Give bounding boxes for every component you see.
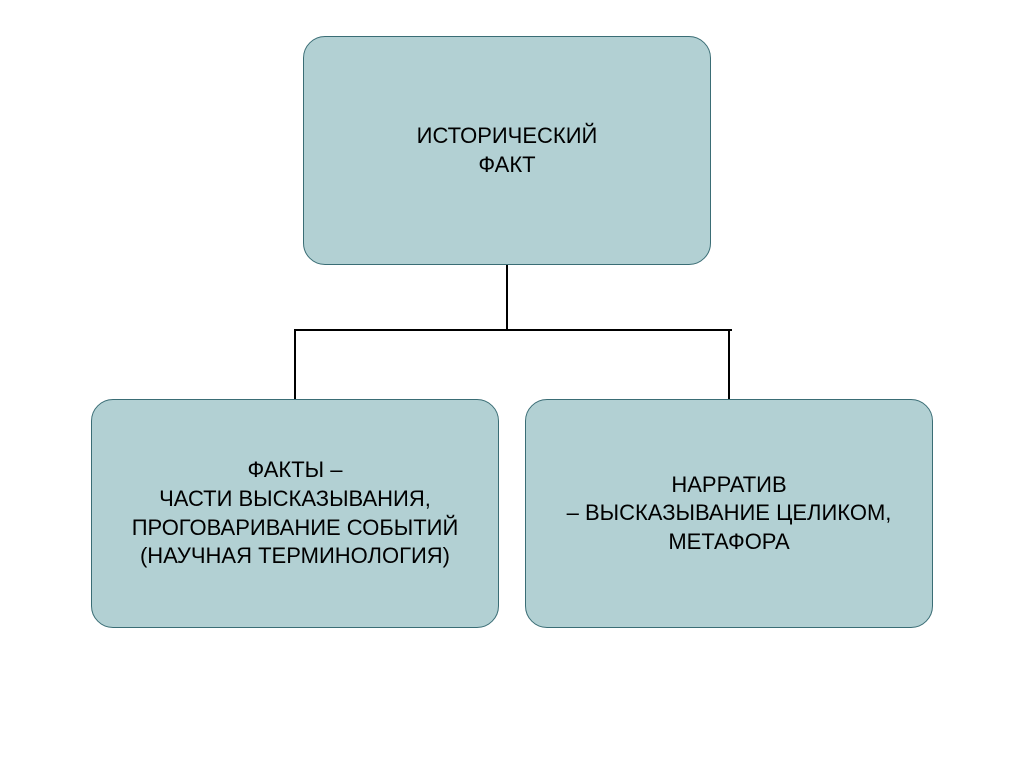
connector-horizontal-bar	[294, 329, 732, 331]
connector-left-drop	[294, 329, 296, 399]
node-root-text: ИСТОРИЧЕСКИЙ ФАКТ	[417, 122, 598, 179]
connector-right-drop	[728, 329, 730, 399]
node-left-text: ФАКТЫ – ЧАСТИ ВЫСКАЗЫВАНИЯ, ПРОГОВАРИВАН…	[132, 456, 459, 570]
connector-root-stem	[506, 265, 508, 329]
tree-node-right: НАРРАТИВ – ВЫСКАЗЫВАНИЕ ЦЕЛИКОМ, МЕТАФОР…	[525, 399, 933, 628]
tree-node-root: ИСТОРИЧЕСКИЙ ФАКТ	[303, 36, 711, 265]
node-right-text: НАРРАТИВ – ВЫСКАЗЫВАНИЕ ЦЕЛИКОМ, МЕТАФОР…	[567, 471, 892, 557]
tree-node-left: ФАКТЫ – ЧАСТИ ВЫСКАЗЫВАНИЯ, ПРОГОВАРИВАН…	[91, 399, 499, 628]
